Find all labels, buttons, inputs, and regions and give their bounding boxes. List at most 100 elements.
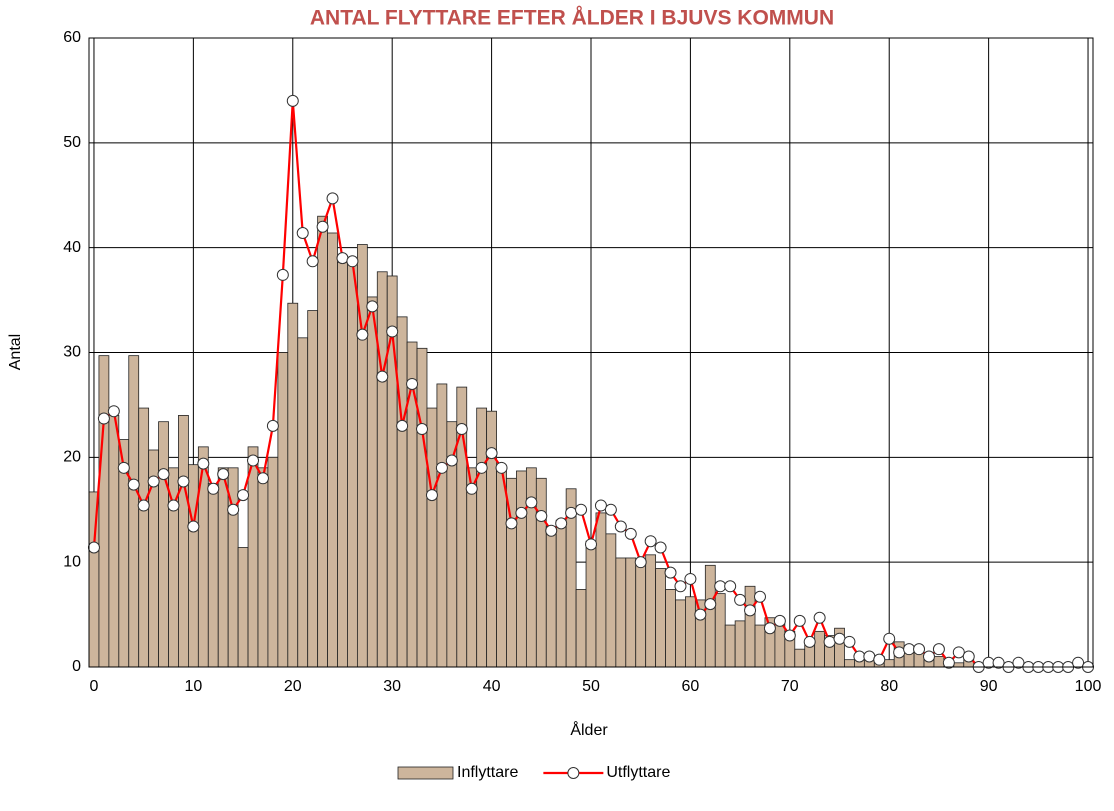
- marker: [197, 457, 210, 470]
- bar: [178, 414, 189, 668]
- bar: [396, 316, 408, 668]
- bar: [108, 414, 120, 668]
- bar: [476, 407, 488, 668]
- marker: [853, 650, 866, 663]
- marker: [873, 653, 886, 666]
- marker: [485, 447, 498, 460]
- marker: [783, 629, 796, 642]
- marker: [425, 489, 438, 502]
- bar: [953, 662, 965, 668]
- legend-label: Utflyttare: [606, 764, 670, 781]
- bar: [625, 557, 637, 668]
- marker: [237, 489, 250, 502]
- marker: [445, 454, 458, 467]
- bar: [933, 656, 945, 668]
- bar: [307, 310, 319, 668]
- bar: [217, 467, 229, 668]
- marker: [167, 499, 180, 512]
- y-tick-label: 0: [72, 658, 81, 675]
- marker: [585, 538, 597, 551]
- marker: [187, 520, 200, 533]
- bar: [665, 589, 676, 668]
- marker: [266, 419, 279, 432]
- bar: [436, 383, 448, 668]
- marker: [87, 541, 100, 554]
- marker: [475, 461, 488, 474]
- bar: [883, 659, 895, 668]
- marker: [565, 506, 578, 519]
- marker: [296, 226, 309, 239]
- marker: [435, 461, 448, 474]
- marker: [654, 541, 667, 554]
- bar: [138, 407, 150, 668]
- marker: [604, 503, 617, 516]
- bar: [675, 599, 686, 668]
- marker: [575, 503, 588, 516]
- y-tick-label: 30: [63, 344, 81, 361]
- bar: [287, 302, 299, 668]
- marker: [177, 475, 190, 488]
- bar: [575, 589, 587, 668]
- marker: [793, 614, 806, 627]
- y-tick-label: 60: [63, 29, 81, 46]
- marker: [356, 328, 369, 341]
- bar: [844, 659, 855, 668]
- y-tick-label: 50: [63, 134, 81, 151]
- bar: [466, 467, 478, 668]
- marker: [326, 192, 339, 205]
- bar: [337, 261, 348, 668]
- marker: [346, 255, 359, 268]
- marker: [366, 300, 379, 313]
- marker: [922, 650, 935, 663]
- bar: [376, 271, 388, 668]
- x-tick-label: 0: [90, 678, 99, 695]
- x-tick-label: 70: [781, 678, 799, 695]
- bar: [516, 470, 527, 668]
- bar: [794, 648, 806, 668]
- x-tick-label: 30: [383, 678, 401, 695]
- bar: [98, 355, 110, 668]
- legend-swatch: [397, 766, 454, 780]
- marker: [594, 499, 607, 512]
- legend-swatch: [567, 767, 580, 779]
- marker: [744, 604, 757, 617]
- marker: [525, 496, 538, 509]
- y-tick-label: 10: [63, 553, 81, 570]
- marker: [893, 646, 906, 659]
- marker: [416, 423, 429, 436]
- marker: [694, 608, 707, 621]
- x-tick-label: 40: [483, 678, 501, 695]
- bar: [645, 554, 657, 668]
- bar: [595, 512, 607, 668]
- bar: [257, 467, 269, 668]
- marker: [127, 478, 140, 491]
- marker: [803, 635, 816, 648]
- bar: [535, 477, 547, 668]
- bar: [88, 491, 100, 668]
- marker: [624, 527, 637, 540]
- marker: [614, 520, 627, 533]
- marker: [107, 405, 120, 418]
- marker: [674, 580, 687, 593]
- marker: [704, 598, 717, 611]
- marker: [903, 643, 916, 656]
- marker: [505, 517, 518, 530]
- marker: [147, 475, 160, 488]
- bar: [247, 446, 259, 668]
- x-tick-label: 100: [1075, 678, 1102, 695]
- bar: [714, 593, 726, 668]
- marker: [286, 94, 299, 107]
- marker: [515, 506, 528, 519]
- marker: [763, 622, 776, 635]
- marker: [714, 580, 727, 593]
- marker: [137, 499, 150, 512]
- bar: [635, 561, 647, 668]
- marker: [455, 423, 468, 436]
- y-axis-label: Antal: [7, 334, 24, 370]
- x-tick-label: 50: [582, 678, 600, 695]
- marker: [753, 590, 766, 603]
- marker: [555, 517, 568, 530]
- x-axis-label: Ålder: [570, 720, 608, 739]
- bar: [267, 456, 279, 668]
- bar: [237, 547, 249, 668]
